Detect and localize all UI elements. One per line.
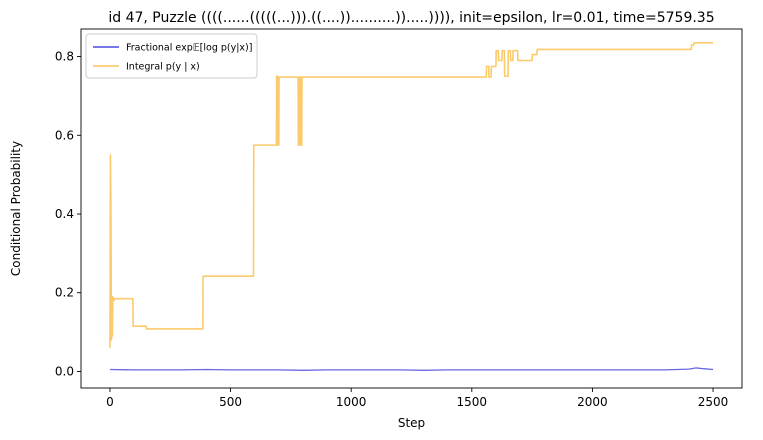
series-line-2 [109,41,714,348]
y-tick-label: 0.0 [55,364,74,378]
x-tick-label: 500 [219,395,242,409]
x-tick-label: 1500 [457,395,488,409]
y-tick-label: 0.6 [55,128,74,142]
plot-frame [80,28,743,389]
x-axis-label: Step [398,416,425,430]
x-tick-label: 0 [106,395,114,409]
legend-box [85,33,258,79]
x-tick-label: 1000 [336,395,367,409]
y-tick-label: 0.2 [55,286,74,300]
y-tick-label: 0.4 [55,207,74,221]
series-line-1 [109,367,714,371]
x-tick-label: 2500 [698,395,729,409]
x-tick-label: 2000 [577,395,608,409]
plot-series [109,41,714,371]
legend: Fractional exp𝔼[log p(y|x)] Integral p(y … [85,33,258,79]
legend-label-2: Integral p(y | x) [126,62,200,73]
legend-label-1: Fractional exp𝔼[log p(y|x)] [126,43,252,54]
y-axis: 0.0 0.2 0.4 0.6 0.8 [55,50,81,378]
y-tick-label: 0.8 [55,50,74,64]
x-axis: 0 500 1000 1500 2000 2500 [106,388,728,409]
chart-title: id 47, Puzzle ((((......(((((...))).((..… [108,10,714,26]
y-axis-label: Conditional Probability [9,141,23,276]
